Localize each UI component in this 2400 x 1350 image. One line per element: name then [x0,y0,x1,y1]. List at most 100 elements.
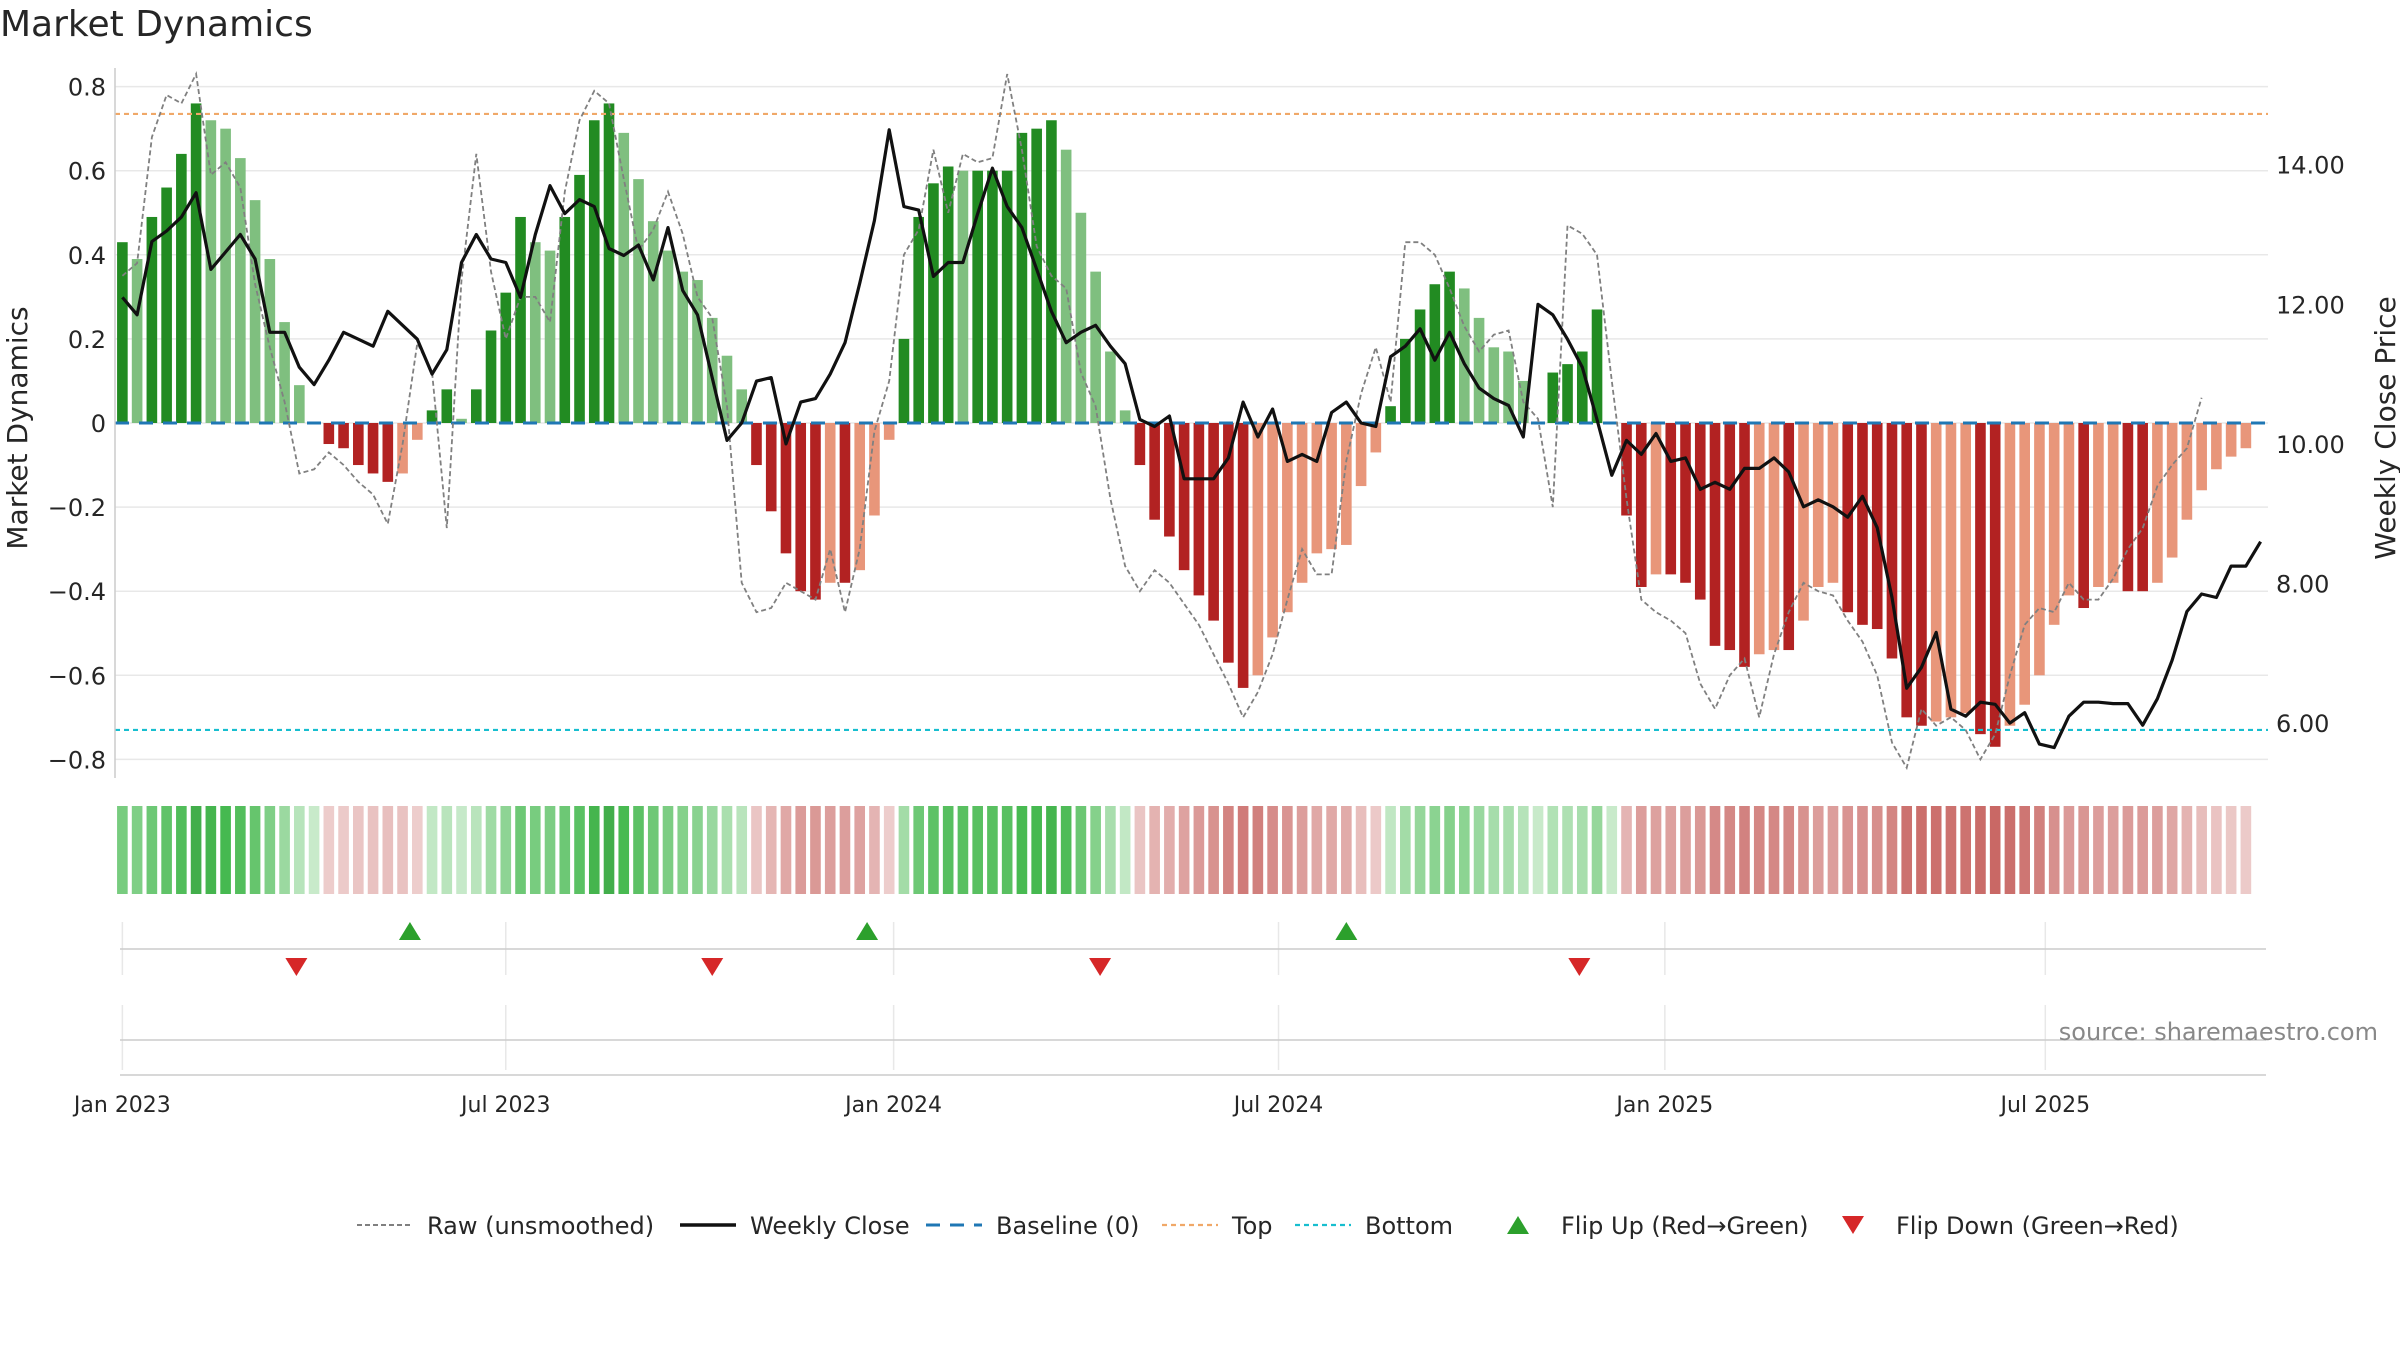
dynamics-bar [456,418,467,423]
ribbon-cell [294,806,305,894]
ribbon-cell [279,806,290,894]
ribbon-cell [1326,806,1337,894]
ribbon-cell [2122,806,2134,894]
ribbon-cell [765,806,777,894]
dynamics-bar [2093,423,2104,587]
dynamics-bar [1090,271,1101,423]
dynamics-bar [338,423,349,449]
ribbon-cell [972,806,983,894]
dynamics-bar [942,166,954,423]
ribbon-cell [1046,806,1057,894]
dynamics-bar [1164,423,1175,537]
dynamics-bar [810,423,821,600]
ribbon-cell [2107,806,2119,894]
ribbon-cell [692,806,703,894]
x-tick-label: Jul 2025 [1999,1093,2091,1118]
flip-down-marker [1568,958,1591,976]
dynamics-bar [721,355,733,423]
ribbon-cell [574,806,585,894]
dynamics-bar [2152,423,2163,583]
dynamics-bar [529,242,541,423]
y-left-tick-label: 0.6 [68,158,106,186]
ribbon-cell [1547,806,1559,894]
ribbon-cell [1945,806,1957,894]
dynamics-bar [2137,423,2148,592]
dynamics-bar [677,271,689,423]
legend-label: Raw (unsmoothed) [427,1212,654,1240]
legend-label: Flip Down (Green→Red) [1896,1212,2179,1240]
ribbon-cell [2019,806,2030,894]
ribbon-cell [1237,806,1249,894]
dynamics-bar [1385,406,1396,423]
y-left-tick-label: −0.2 [48,494,106,522]
dynamics-bar [1739,423,1750,667]
ribbon-cell [898,806,910,894]
chart-title: Market Dynamics [0,4,313,45]
ribbon-cell [1798,806,1809,894]
ribbon-cell [883,806,895,894]
ribbon-cell [706,806,718,894]
dynamics-bar [367,423,379,474]
dynamics-bar [913,216,924,423]
ribbon-cell [1370,806,1382,894]
dynamics-bar [220,128,231,423]
ribbon-cell [1459,806,1470,894]
flip-markers [285,922,1591,976]
dynamics-bars [117,103,2252,747]
raw-series-line [121,71,2203,771]
ribbon-cell [1016,806,1028,894]
dynamics-bar [353,423,364,466]
ribbon-cell [780,806,792,894]
dynamics-bar [588,120,600,423]
ribbon-cell [1488,806,1500,894]
dynamics-bar [2166,423,2178,558]
dynamics-bar [987,170,998,423]
ribbon-cell [308,806,320,894]
dynamics-bar [2225,423,2237,457]
ribbon-cell [1635,806,1647,894]
dynamics-bar [647,221,659,423]
dynamics-bar [633,179,644,423]
regime-ribbon [117,806,2252,894]
dynamics-bar [2004,423,2016,726]
dynamics-bar [1355,423,1367,487]
ribbon-cell [824,806,836,894]
dynamics-bar [736,389,748,423]
ribbon-cell [2211,806,2222,894]
ribbon-cell [1532,806,1544,894]
dynamics-bar [1119,410,1131,423]
x-tick-label: Jul 2024 [1232,1093,1324,1118]
dynamics-bar [795,423,807,592]
ribbon-cell [190,806,202,894]
ribbon-cell [987,806,998,894]
ribbon-cell [795,806,807,894]
dynamics-bar [1252,423,1264,676]
dynamics-bar [1680,423,1691,583]
ribbon-cell [913,806,924,894]
dynamics-bar [1916,423,1927,726]
flip-up-marker [398,922,421,940]
ribbon-cell [1473,806,1485,894]
ribbon-cell [1075,806,1087,894]
dynamics-bar [559,216,571,423]
ribbon-cell [205,806,217,894]
ribbon-cell [1400,806,1411,894]
ribbon-cell [1282,806,1293,894]
dynamics-bar [765,423,777,512]
ribbon-cell [1680,806,1691,894]
legend-item: Flip Down (Green→Red) [1842,1212,2179,1240]
dynamics-bar [1105,351,1116,423]
dynamics-bar [824,423,836,583]
dynamics-bar [1001,170,1013,423]
y-left-tick-label: 0.2 [68,326,106,354]
ribbon-cell [249,806,261,894]
dynamics-bar [190,103,202,423]
dynamics-bar [1857,423,1868,625]
ribbon-cell [1975,806,1986,894]
dynamics-bar [544,250,556,423]
dynamics-bar [928,183,939,423]
dynamics-bar [2181,423,2193,520]
dynamics-bar [500,292,512,423]
ribbon-cell [1208,806,1219,894]
